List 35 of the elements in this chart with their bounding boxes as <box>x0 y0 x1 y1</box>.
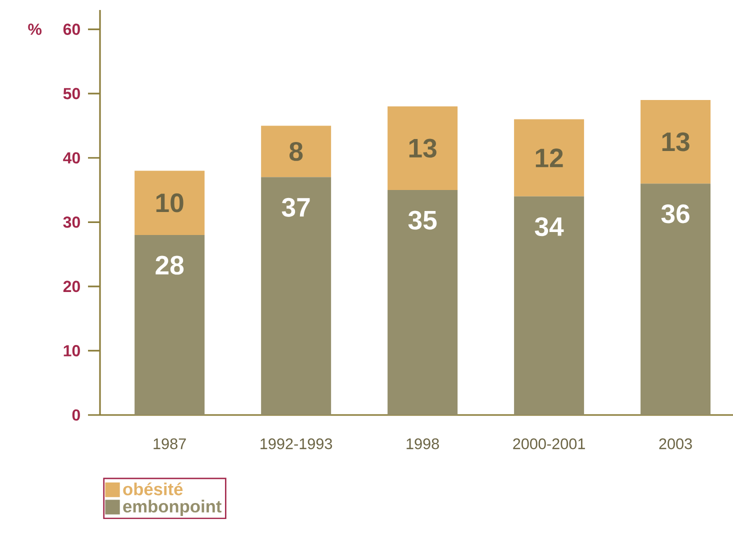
y-tick-label: 50 <box>63 88 80 100</box>
y-tick-label: 20 <box>63 280 80 292</box>
bar <box>388 106 458 190</box>
data-label: 35 <box>408 210 437 230</box>
bar <box>261 177 332 415</box>
data-label: 8 <box>289 142 303 161</box>
data-label: 13 <box>409 138 436 158</box>
y-tick-label: 40 <box>63 152 80 164</box>
x-tick-label: 1998 <box>406 438 439 450</box>
bar <box>388 190 458 415</box>
data-label: 34 <box>534 217 564 236</box>
data-label: 13 <box>662 132 690 152</box>
y-tick-label: 10 <box>64 345 80 356</box>
bar <box>514 119 584 196</box>
data-label: 37 <box>282 198 310 217</box>
bar <box>134 170 205 235</box>
data-label: 10 <box>156 193 184 212</box>
x-tick-label: 1992-1993 <box>260 438 332 450</box>
bar <box>134 235 205 415</box>
legend-label: obésité <box>123 482 183 496</box>
x-tick-label: 1987 <box>154 438 186 450</box>
y-tick-label: 30 <box>63 216 80 228</box>
y-tick-label: 60 <box>63 24 80 35</box>
bar <box>514 196 584 415</box>
bar <box>640 184 711 415</box>
data-label: 36 <box>661 204 690 224</box>
x-tick-label: 2000-2001 <box>513 438 585 450</box>
x-tick-label: 2003 <box>659 438 692 450</box>
bar <box>640 100 711 184</box>
y-axis-title: % <box>28 24 42 35</box>
legend-label: embonpoint <box>123 500 222 516</box>
y-tick-label: 0 <box>72 409 80 421</box>
data-label: 28 <box>156 256 184 275</box>
data-label: 12 <box>536 148 563 168</box>
bar <box>261 126 332 178</box>
